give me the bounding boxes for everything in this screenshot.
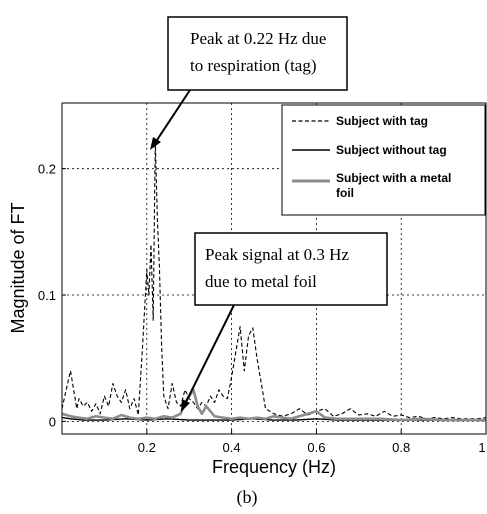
x-tick-label-0: 0.2	[138, 440, 156, 455]
annotation-arrowhead-metal-foil	[181, 399, 190, 412]
annotation-arrow-metal-foil	[185, 304, 235, 403]
annotation-text-metal-foil: Peak signal at 0.3 Hz due to metal foil	[205, 245, 353, 291]
axis-ticks: 0.2 0.4 0.6 0.8 1 0 0.1 0.2	[38, 162, 487, 455]
y-tick-label-1: 0.1	[38, 288, 56, 303]
series-line-subject-with-a-metal-foil	[62, 388, 486, 422]
legend-box	[281, 104, 486, 216]
annotation-metal-foil-peak: Peak signal at 0.3 Hz due to metal foil	[181, 232, 388, 412]
plot-frame	[61, 102, 487, 435]
x-tick-label-2: 0.6	[307, 440, 325, 455]
legend: Subject with tag Subject without tag Sub…	[281, 104, 486, 216]
x-tick-label-1: 0.4	[223, 440, 241, 455]
y-tick-label-2: 0.2	[38, 162, 56, 177]
x-axis-title: Frequency (Hz)	[212, 457, 336, 477]
y-axis-title: Magnitude of FT	[8, 202, 28, 333]
annotation-box-respiration	[167, 16, 348, 91]
legend-label-subject-with-metal-foil: Subject with a metal foil	[336, 171, 455, 200]
series-layer	[62, 140, 486, 422]
x-tick-label-4: 1	[478, 440, 485, 455]
figure-caption: (b)	[237, 487, 258, 508]
annotation-arrow-respiration	[156, 89, 191, 141]
annotation-respiration-peak: Peak at 0.22 Hz due to respiration (tag)	[150, 16, 348, 150]
y-tick-label-0: 0	[49, 414, 56, 429]
legend-label-subject-with-tag: Subject with tag	[336, 114, 428, 128]
annotation-text-respiration: Peak at 0.22 Hz due to respiration (tag)	[190, 29, 331, 75]
annotation-arrowhead-respiration	[150, 137, 161, 150]
legend-label-subject-without-tag: Subject without tag	[336, 143, 447, 157]
annotation-box-metal-foil	[194, 232, 388, 306]
x-tick-label-3: 0.8	[392, 440, 410, 455]
series-line-subject-with-tag	[62, 140, 486, 420]
